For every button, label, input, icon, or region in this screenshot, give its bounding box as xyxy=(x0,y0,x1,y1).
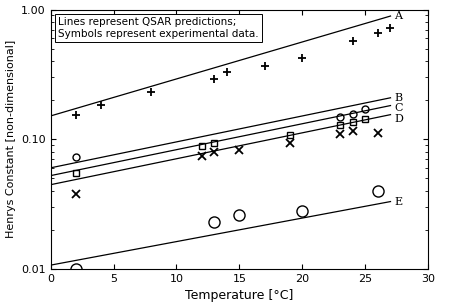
Text: B: B xyxy=(394,93,402,103)
Text: A: A xyxy=(394,11,402,21)
Text: Lines represent QSAR predictions;
Symbols represent experimental data.: Lines represent QSAR predictions; Symbol… xyxy=(58,17,259,39)
Y-axis label: Henrys Constant [non-dimensional]: Henrys Constant [non-dimensional] xyxy=(6,40,16,238)
X-axis label: Temperature [°C]: Temperature [°C] xyxy=(185,290,293,302)
Text: C: C xyxy=(394,103,403,113)
Text: D: D xyxy=(394,114,403,124)
Text: E: E xyxy=(394,197,402,207)
